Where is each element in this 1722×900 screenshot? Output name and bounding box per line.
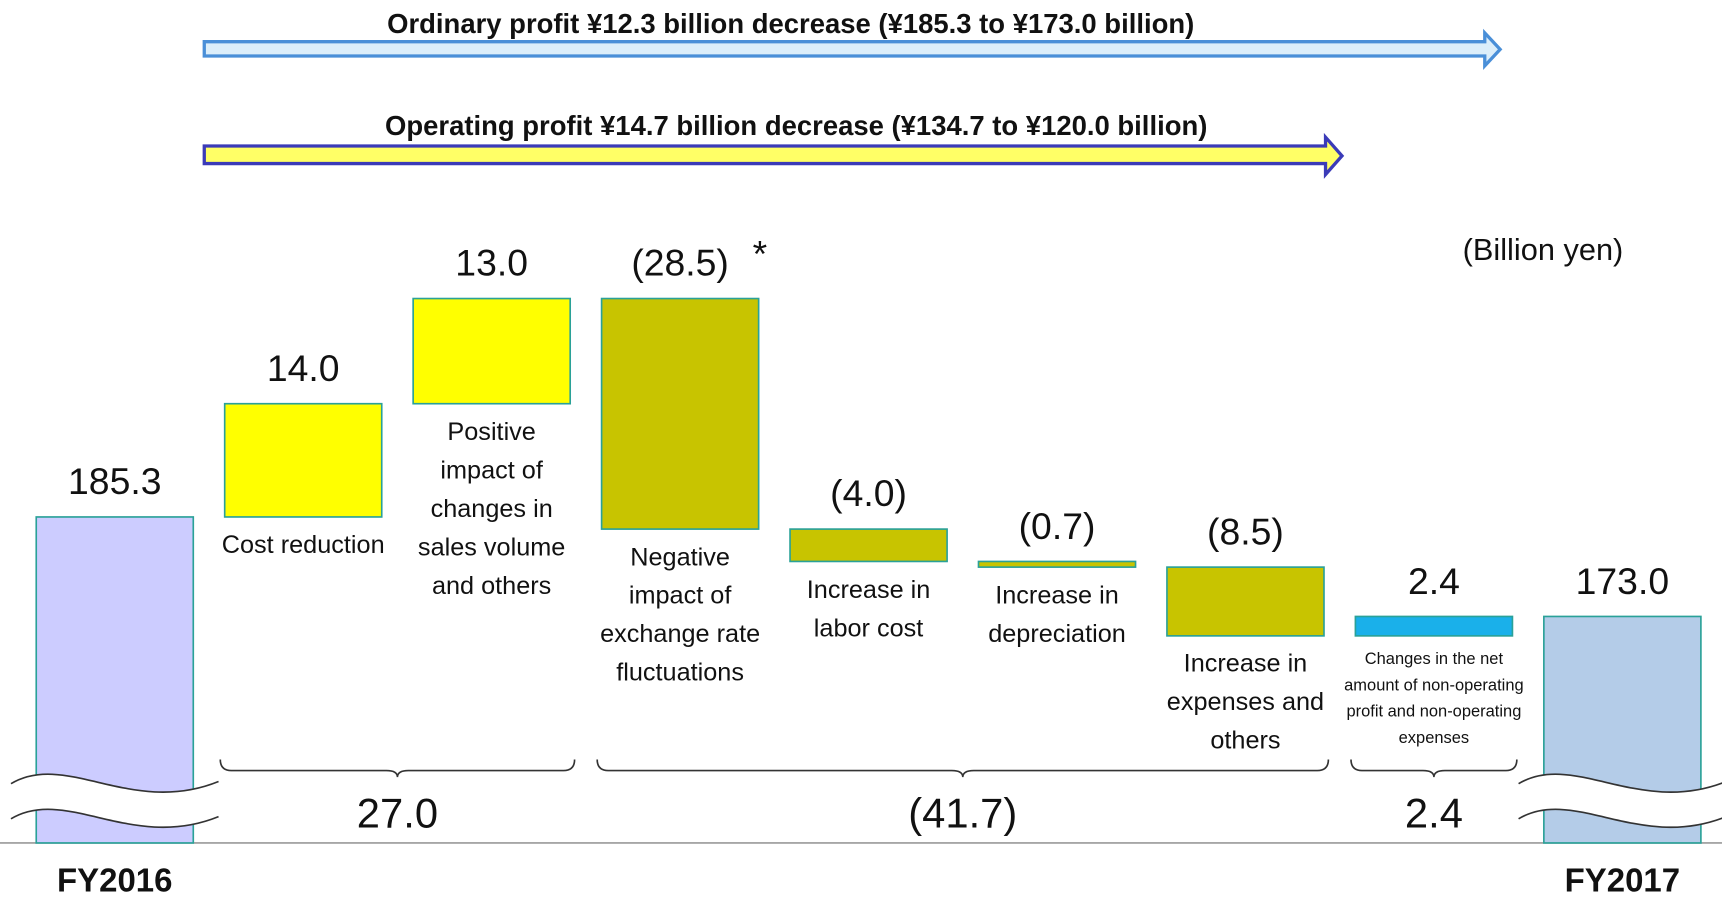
bar bbox=[977, 560, 1137, 568]
category-label: Increase in labor cost bbox=[806, 574, 931, 642]
bar bbox=[789, 528, 948, 563]
group-brace bbox=[596, 759, 1330, 778]
axis-break bbox=[1518, 774, 1722, 828]
value-label: 173.0 bbox=[1575, 560, 1670, 603]
axis-break-line bbox=[1518, 808, 1722, 828]
category-label: FY2017 bbox=[1564, 862, 1681, 899]
value-label: 185.3 bbox=[68, 460, 162, 503]
bar bbox=[412, 297, 572, 405]
category-label: Cost reduction bbox=[221, 530, 385, 559]
bar bbox=[600, 297, 760, 530]
value-label: (0.7) bbox=[1018, 505, 1096, 548]
axis-break-line bbox=[10, 773, 219, 793]
group-label: (41.7) bbox=[908, 791, 1018, 838]
axis-break-line bbox=[1518, 773, 1722, 793]
category-label: Positive impact of changes in sales volu… bbox=[417, 416, 566, 600]
category-label: FY2016 bbox=[57, 862, 173, 899]
annotation: Ordinary profit ¥12.3 billion decrease (… bbox=[387, 8, 1195, 40]
group-brace bbox=[1350, 759, 1518, 778]
unit-label: (Billion yen) bbox=[1462, 232, 1624, 267]
value-label: (4.0) bbox=[830, 473, 907, 515]
category-label: Increase in expenses and others bbox=[1166, 649, 1325, 755]
value-label: 2.4 bbox=[1407, 560, 1460, 603]
operating-arrow bbox=[202, 132, 1345, 179]
category-label: Changes in the net amount of non-operati… bbox=[1344, 650, 1524, 748]
group-label: 27.0 bbox=[356, 791, 439, 838]
value-label: (8.5) bbox=[1207, 511, 1284, 553]
value-label: 14.0 bbox=[266, 347, 340, 390]
category-label: Increase in depreciation bbox=[988, 580, 1126, 648]
ordinary-arrow bbox=[202, 28, 1503, 71]
bar bbox=[223, 402, 383, 518]
bar bbox=[1354, 615, 1514, 637]
category-label: Negative impact of exchange rate fluctua… bbox=[600, 542, 761, 687]
value-label: 13.0 bbox=[455, 242, 528, 285]
bar bbox=[1166, 566, 1325, 637]
value-label: (28.5) bbox=[631, 242, 729, 285]
footnote-mark: * bbox=[752, 233, 768, 276]
group-label: 2.4 bbox=[1404, 791, 1463, 838]
group-brace bbox=[219, 759, 576, 778]
axis-break bbox=[10, 774, 219, 828]
annotation: Operating profit ¥14.7 billion decrease … bbox=[384, 110, 1208, 142]
axis-break-line bbox=[10, 808, 219, 828]
